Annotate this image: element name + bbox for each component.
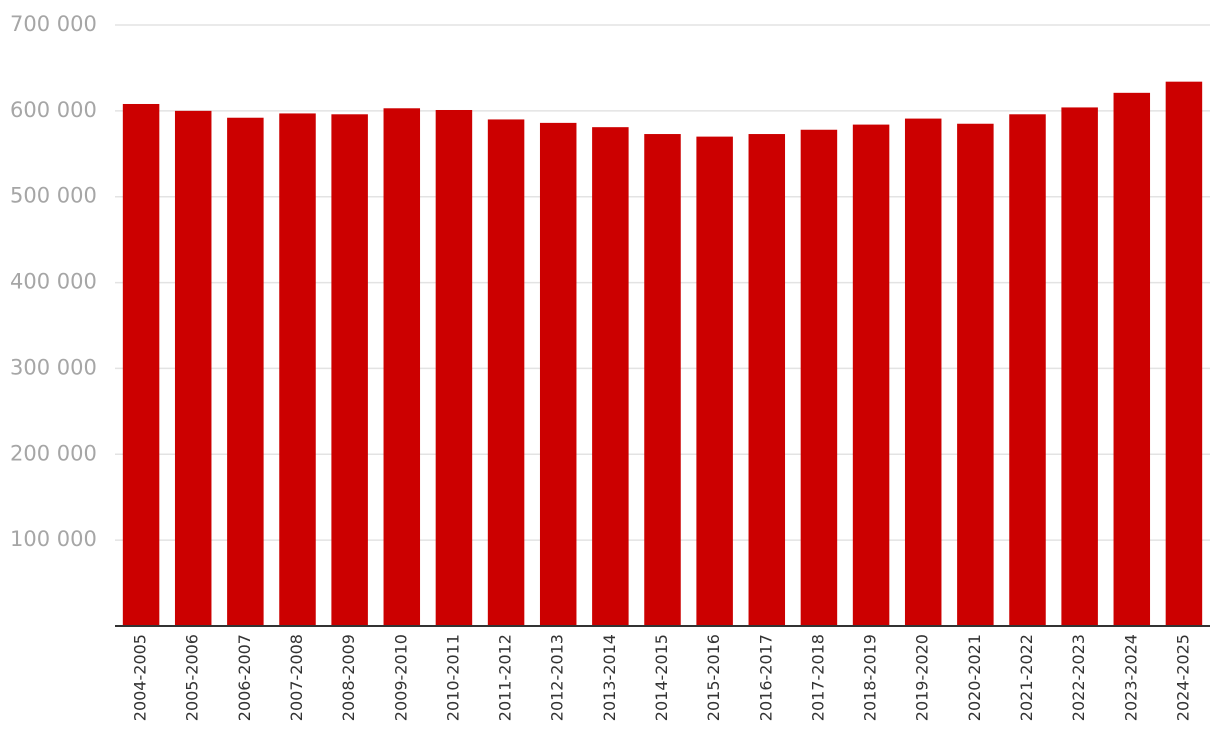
x-tick-label: 2018-2019 — [861, 634, 880, 721]
bar — [539, 122, 577, 627]
bar — [122, 103, 160, 626]
bar — [435, 109, 473, 626]
y-tick-label: 100 000 — [10, 527, 97, 551]
x-tick-label: 2024-2025 — [1173, 634, 1192, 721]
x-tick-label: 2022-2023 — [1069, 634, 1088, 721]
y-tick-label: 600 000 — [10, 98, 97, 122]
x-tick-label: 2010-2011 — [443, 634, 462, 721]
bar — [957, 123, 994, 626]
x-tick-label: 2007-2008 — [287, 634, 306, 721]
x-tick-label: 2019-2020 — [913, 634, 932, 721]
bar — [1113, 92, 1151, 626]
bar — [331, 114, 368, 626]
y-tick-label: 700 000 — [10, 12, 97, 36]
x-tick-label: 2009-2010 — [391, 634, 410, 721]
bar — [852, 124, 890, 626]
x-tick-label: 2005-2006 — [183, 634, 202, 721]
bar — [1165, 81, 1203, 626]
x-tick-label: 2021-2022 — [1017, 634, 1036, 721]
bar — [1061, 107, 1098, 627]
bar — [383, 108, 421, 626]
bar — [748, 134, 786, 626]
bar — [644, 134, 681, 626]
x-tick-label: 2004-2005 — [131, 634, 150, 721]
x-tick-label: 2006-2007 — [235, 634, 254, 721]
bar — [1009, 114, 1046, 626]
bar — [800, 129, 838, 626]
x-tick-label: 2017-2018 — [808, 634, 827, 721]
x-tick-label: 2014-2015 — [652, 634, 671, 721]
bar — [174, 110, 212, 627]
bar — [227, 117, 264, 627]
x-tick-label: 2020-2021 — [965, 634, 984, 721]
x-tick-label: 2008-2009 — [339, 634, 358, 721]
x-tick-label: 2016-2017 — [756, 634, 775, 721]
x-tick-label: 2015-2016 — [704, 634, 723, 721]
bar — [904, 118, 942, 626]
x-tick-label: 2012-2013 — [548, 634, 567, 721]
bar — [279, 113, 316, 626]
x-tick-label: 2013-2014 — [600, 634, 619, 721]
y-tick-label: 400 000 — [10, 270, 97, 294]
y-tick-label: 300 000 — [10, 355, 97, 379]
x-tick-label: 2023-2024 — [1121, 634, 1140, 721]
x-tick-label: 2011-2012 — [496, 634, 515, 721]
bar — [487, 119, 525, 626]
bar — [696, 136, 733, 626]
y-tick-label: 200 000 — [10, 441, 97, 465]
y-tick-label: 500 000 — [10, 184, 97, 208]
bar — [592, 127, 629, 627]
